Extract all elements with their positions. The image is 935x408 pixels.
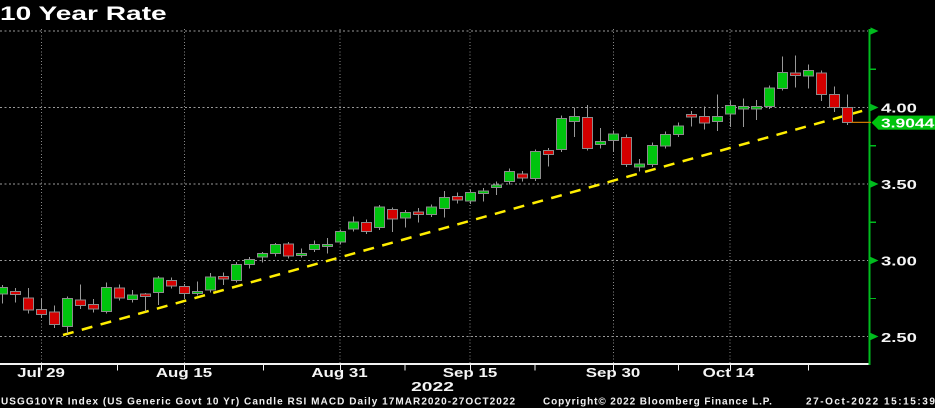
svg-text:10 Year Rate: 10 Year Rate <box>0 3 167 24</box>
svg-text:Aug 15: Aug 15 <box>156 366 212 381</box>
svg-text:Sep 30: Sep 30 <box>586 366 640 381</box>
svg-text:27-Oct-2022 15:15:39: 27-Oct-2022 15:15:39 <box>806 397 935 408</box>
svg-text:3.00: 3.00 <box>881 255 917 269</box>
svg-text:3.9044: 3.9044 <box>881 116 935 130</box>
svg-text:4.00: 4.00 <box>881 102 917 116</box>
svg-text:Copyright© 2022 Bloomberg Fina: Copyright© 2022 Bloomberg Finance L.P. <box>543 397 773 408</box>
svg-text:Aug 31: Aug 31 <box>311 366 367 381</box>
svg-text:2.50: 2.50 <box>881 331 917 345</box>
svg-text:Jul 29: Jul 29 <box>17 366 65 381</box>
svg-text:USGG10YR Index (US Generic Gov: USGG10YR Index (US Generic Govt 10 Yr) C… <box>1 397 516 408</box>
svg-text:3.50: 3.50 <box>881 178 917 192</box>
svg-text:Sep 15: Sep 15 <box>443 366 497 381</box>
svg-text:2022: 2022 <box>411 380 454 394</box>
svg-text:Oct 14: Oct 14 <box>703 366 755 381</box>
